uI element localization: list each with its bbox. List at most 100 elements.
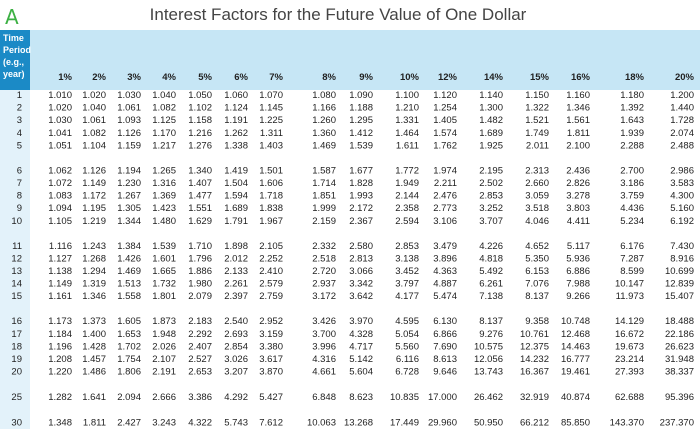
factor-cell: 1.728: [670, 115, 694, 126]
factor-cell: 3.386: [188, 392, 212, 403]
factor-cell: 2.693: [224, 329, 248, 340]
factor-cell: 7.690: [433, 341, 457, 352]
period-cell: 5: [17, 140, 22, 151]
factor-cell: 10.063: [307, 418, 336, 429]
factor-cell: 1.925: [479, 140, 503, 151]
factor-cell: 4.328: [349, 329, 373, 340]
factor-cell: 2.107: [152, 354, 176, 365]
factor-cell: 10.699: [665, 266, 694, 277]
factor-cell: 1.083: [48, 191, 72, 202]
factor-cell: 29.960: [428, 418, 457, 429]
factor-cell: 2.172: [349, 203, 373, 214]
factor-cell: 9.276: [479, 329, 503, 340]
factor-cell: 2.527: [188, 354, 212, 365]
factor-cell: 1.400: [82, 329, 106, 340]
factor-cell: 1.082: [82, 128, 106, 139]
factor-cell: 1.338: [224, 140, 248, 151]
factor-cell: 1.126: [117, 128, 141, 139]
factor-cell: 1.828: [349, 178, 373, 189]
column-header: 5%: [198, 72, 212, 83]
factor-cell: 1.469: [312, 140, 336, 151]
factor-cell: 3.172: [312, 291, 336, 302]
factor-cell: 1.093: [117, 115, 141, 126]
column-header: 18%: [625, 72, 645, 83]
header-corner: [0, 30, 30, 90]
factor-cell: 1.477: [188, 191, 212, 202]
factor-cell: 1.294: [82, 266, 106, 277]
factor-cell: 1.219: [82, 216, 106, 227]
factor-cell: 1.749: [525, 128, 549, 139]
factor-cell: 1.225: [259, 115, 283, 126]
factor-cell: 12.839: [665, 279, 694, 290]
factor-cell: 4.887: [433, 279, 457, 290]
factor-cell: 3.583: [670, 178, 694, 189]
factor-cell: 2.159: [312, 216, 336, 227]
factor-cell: 2.288: [620, 140, 644, 151]
factor-cell: 2.292: [188, 329, 212, 340]
factor-cell: 4.292: [224, 392, 248, 403]
factor-cell: 1.159: [117, 140, 141, 151]
factor-cell: 2.407: [188, 341, 212, 352]
factor-cell: 1.419: [224, 165, 248, 176]
factor-cell: 2.410: [259, 266, 283, 277]
factor-cell: 1.486: [82, 367, 106, 378]
factor-cell: 1.331: [395, 115, 419, 126]
factor-cell: 3.278: [566, 191, 590, 202]
column-header: 20%: [675, 72, 695, 83]
factor-cell: 14.129: [615, 316, 644, 327]
factor-cell: 95.396: [665, 392, 694, 403]
factor-cell: 1.469: [117, 266, 141, 277]
factor-cell: 2.011: [526, 140, 549, 151]
factor-cell: 2.666: [152, 392, 176, 403]
factor-cell: 1.873: [152, 316, 176, 327]
factor-cell: 4.363: [433, 266, 457, 277]
factor-cell: 1.195: [82, 203, 106, 214]
factor-cell: 1.407: [188, 178, 212, 189]
factor-cell: 3.759: [620, 191, 644, 202]
column-header: 6%: [234, 72, 248, 83]
factor-cell: 3.797: [395, 279, 419, 290]
factor-cell: 1.796: [188, 253, 212, 264]
title: Interest Factors for the Future Value of…: [150, 5, 527, 24]
factor-cell: 6.886: [566, 266, 590, 277]
factor-cell: 8.599: [620, 266, 644, 277]
period-cell: 14: [11, 279, 22, 290]
factor-cell: 1.653: [117, 329, 141, 340]
factor-cell: 5.474: [433, 291, 457, 302]
factor-cell: 1.980: [188, 279, 212, 290]
factor-cell: 5.117: [567, 241, 590, 252]
factor-cell: 17.000: [428, 392, 457, 403]
factor-cell: 3.380: [259, 341, 283, 352]
factor-cell: 1.457: [82, 354, 106, 365]
column-header: 10%: [400, 72, 420, 83]
factor-cell: 1.173: [48, 316, 72, 327]
factor-cell: 1.504: [224, 178, 248, 189]
factor-cell: 1.140: [479, 90, 503, 101]
factor-cell: 1.772: [395, 165, 419, 176]
factor-cell: 1.050: [188, 90, 212, 101]
factor-cell: 3.617: [259, 354, 283, 365]
factor-cell: 143.370: [610, 418, 644, 429]
factor-cell: 1.104: [82, 140, 106, 151]
factor-cell: 10.761: [520, 329, 549, 340]
factor-cell: 4.436: [620, 203, 644, 214]
factor-cell: 4.595: [395, 316, 419, 327]
period-cell: 20: [11, 367, 22, 378]
factor-cell: 2.252: [259, 253, 283, 264]
factor-cell: 3.870: [259, 367, 283, 378]
factor-cell: 1.100: [395, 90, 419, 101]
factor-cell: 1.689: [224, 203, 248, 214]
factor-cell: 1.210: [395, 103, 419, 114]
factor-cell: 5.054: [395, 329, 419, 340]
factor-cell: 4.411: [567, 216, 590, 227]
factor-cell: 38.337: [665, 367, 694, 378]
factor-cell: 23.214: [615, 354, 644, 365]
factor-cell: 1.838: [259, 203, 283, 214]
factor-cell: 5.142: [349, 354, 373, 365]
factor-cell: 10.575: [474, 341, 503, 352]
factor-cell: 1.149: [48, 279, 72, 290]
column-header: 15%: [530, 72, 550, 83]
period-cell: 12: [11, 253, 22, 264]
factor-cell: 2.660: [525, 178, 549, 189]
factor-cell: 12.468: [561, 329, 590, 340]
